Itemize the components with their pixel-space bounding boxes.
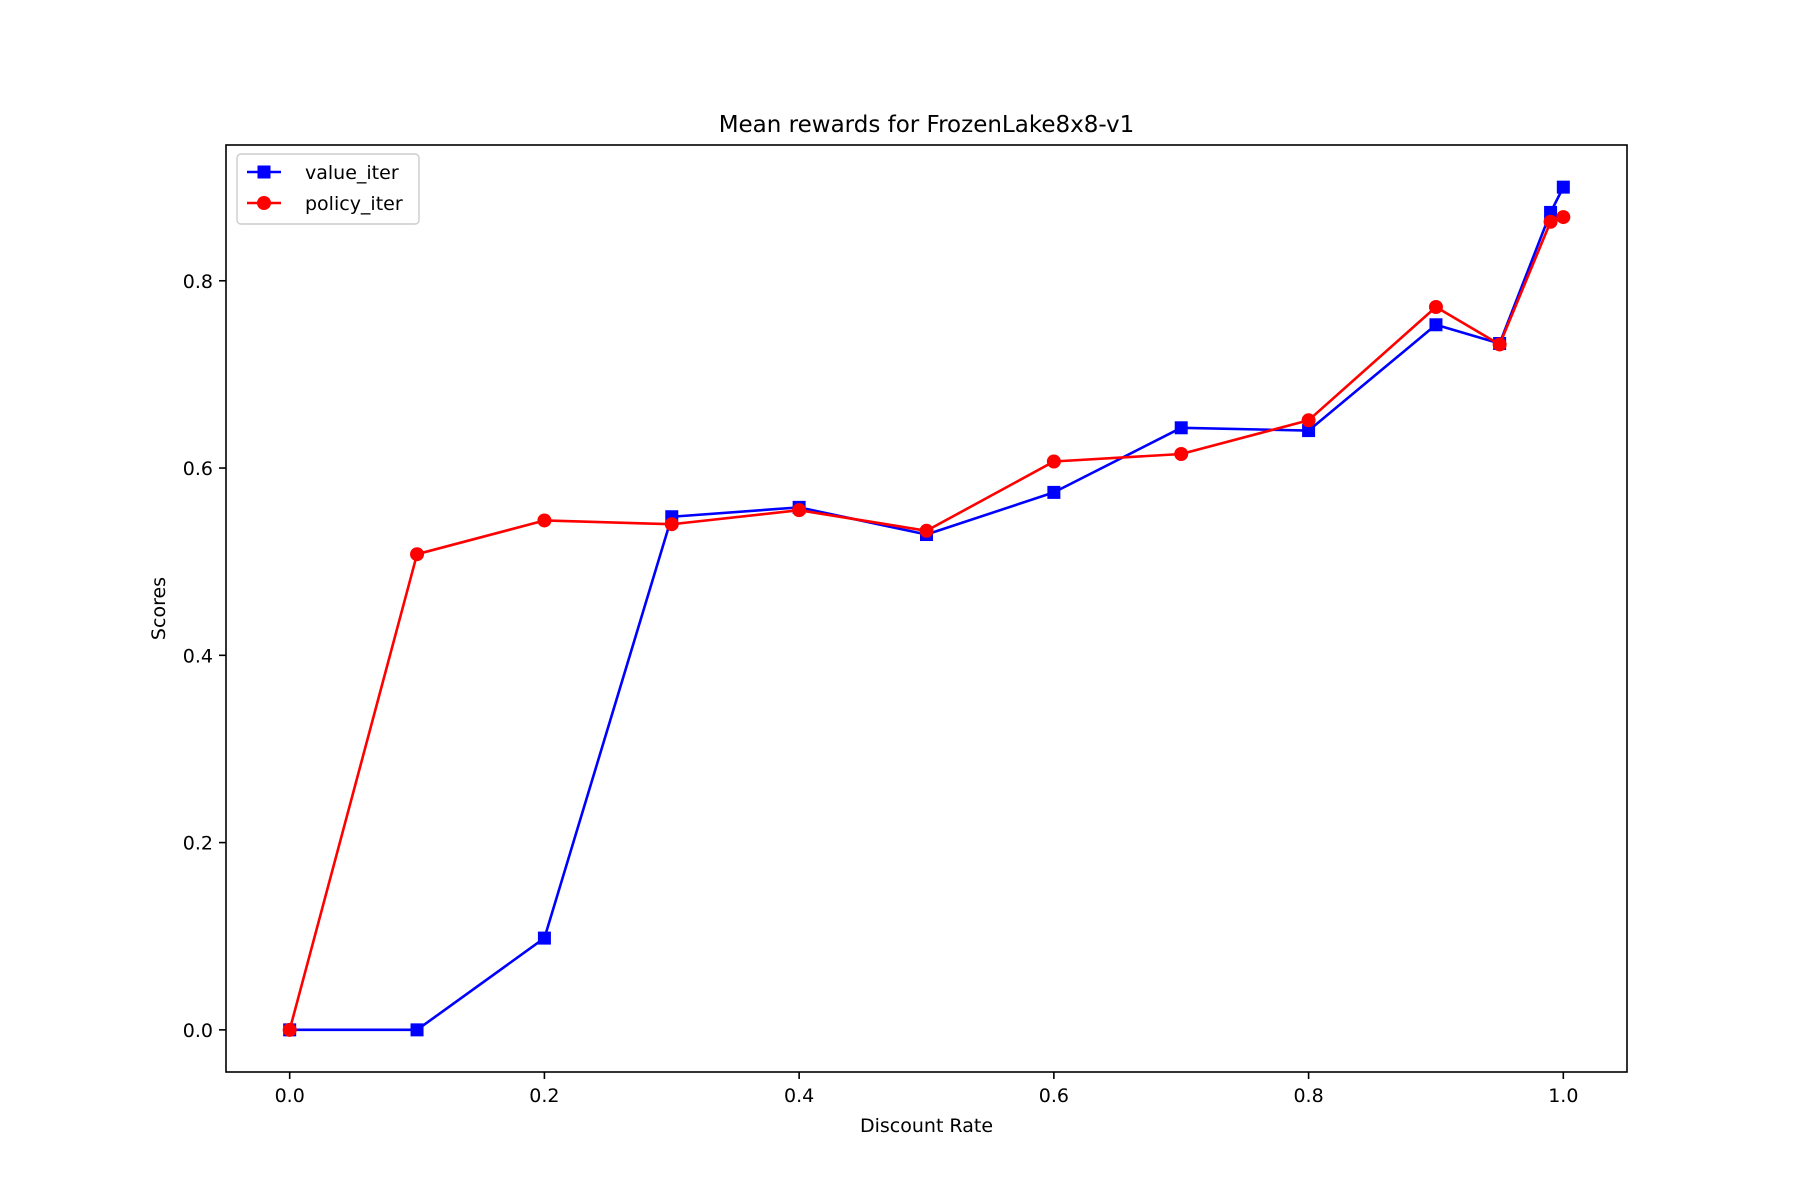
value_iter-point — [1302, 424, 1316, 438]
policy_iter-point — [1046, 454, 1061, 469]
policy_iter-point — [1428, 299, 1443, 314]
chart-title: Mean rewards for FrozenLake8x8-v1 — [719, 112, 1135, 138]
value_iter-point — [1174, 421, 1188, 435]
policy_iter-point — [1543, 214, 1558, 229]
legend-marker — [257, 165, 271, 179]
x-axis-label: Discount Rate — [860, 1115, 993, 1137]
x-tick-label: 0.0 — [275, 1085, 305, 1107]
policy_iter-point — [919, 523, 934, 538]
x-tick-label: 0.6 — [1039, 1085, 1069, 1107]
x-tick-label: 0.2 — [529, 1085, 559, 1107]
value_iter-point — [1047, 485, 1061, 499]
axes-frame — [225, 144, 1628, 1073]
legend: value_iter policy_iter — [236, 153, 420, 225]
legend-label: policy_iter — [305, 193, 403, 215]
policy_iter-point — [1556, 210, 1571, 225]
policy_iter-point — [282, 1022, 297, 1037]
policy_iter-point — [792, 503, 807, 518]
y-axis-label: Scores — [148, 577, 170, 640]
legend-item-policy_iter: policy_iter — [247, 193, 403, 215]
value_iter-point — [410, 1023, 424, 1037]
policy_iter-point — [537, 513, 552, 528]
x-tick-label: 1.0 — [1548, 1085, 1578, 1107]
legend-marker — [257, 196, 271, 210]
legend-label: value_iter — [305, 162, 399, 184]
x-tick-label: 0.4 — [784, 1085, 814, 1107]
policy_iter-point — [1174, 447, 1189, 461]
legend-frame — [236, 153, 420, 225]
legend-item-value_iter: value_iter — [247, 162, 399, 184]
policy_iter-point — [1301, 413, 1316, 428]
value_iter-point — [1556, 180, 1570, 194]
value_iter-point — [537, 931, 551, 945]
x-tick-label: 0.8 — [1293, 1085, 1323, 1107]
y-tick-label: 0.0 — [183, 1020, 213, 1042]
value_iter-point — [1429, 318, 1443, 332]
policy_iter-series — [282, 210, 1571, 1037]
y-tick-label: 0.2 — [183, 833, 213, 855]
policy_iter-point — [664, 517, 679, 532]
y-tick-label: 0.8 — [183, 271, 213, 293]
y-tick-label: 0.4 — [183, 645, 213, 667]
policy_iter-point — [410, 547, 425, 562]
y-tick-label: 0.6 — [183, 458, 213, 480]
plot-area: 0.0 0.2 0.4 0.6 0.8 1.0 0.0 0.2 0.4 0.6 0.8 — [183, 144, 1628, 1107]
policy_iter-point — [1492, 337, 1507, 352]
